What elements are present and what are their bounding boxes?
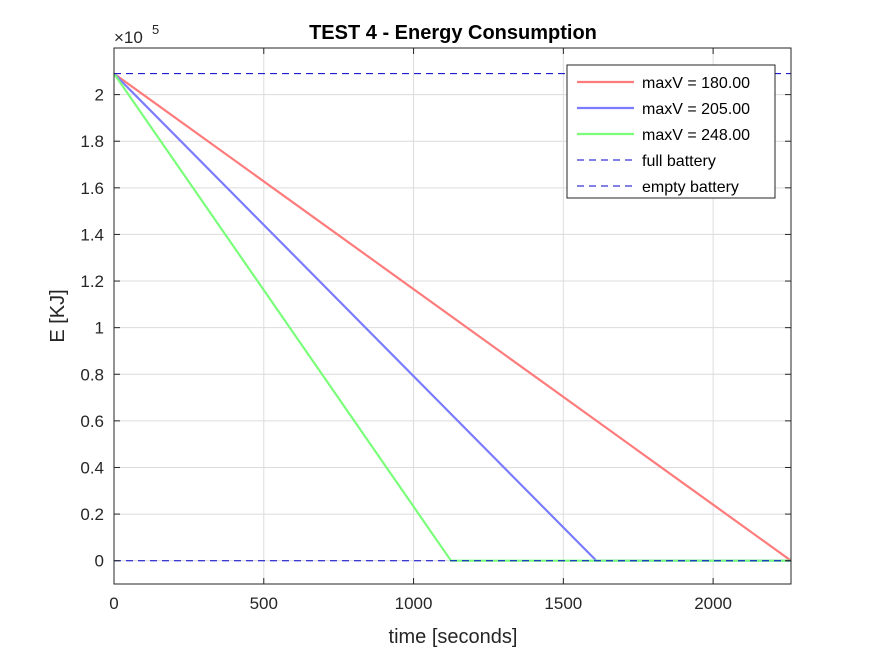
legend: maxV = 180.00 maxV = 205.00 maxV = 248.00 f… [566, 64, 776, 199]
series-lines [113, 72, 792, 562]
y-tick-label: 2 [95, 86, 104, 105]
y-tick-label: 1.2 [80, 272, 104, 291]
x-tick-label: 0 [109, 594, 118, 613]
y-exponent-base: ×10 [114, 28, 143, 47]
chart-title: TEST 4 - Energy Consumption [309, 22, 597, 44]
y-tick-label: 1.8 [80, 132, 104, 151]
y-exponent-label: ×10 5 [114, 22, 159, 47]
y-tick-label: 0 [95, 552, 104, 571]
x-tick-label: 500 [250, 594, 278, 613]
legend-label-4: empty battery [642, 179, 739, 196]
ticks [113, 48, 791, 584]
x-tick-label: 2000 [694, 594, 732, 613]
y-tick-labels: 0 0.2 0.4 0.6 0.8 1 1.2 1.4 1.6 1.8 2 [80, 86, 104, 571]
x-tick-labels: 0 500 1000 1500 2000 [109, 594, 732, 613]
legend-label-0: maxV = 180.00 [642, 75, 750, 92]
legend-label-2: maxV = 248.00 [642, 127, 750, 144]
y-exponent-power: 5 [152, 22, 159, 37]
x-axis-label: time [seconds] [389, 626, 518, 648]
legend-label-3: full battery [642, 153, 716, 170]
y-tick-label: 0.8 [80, 365, 104, 384]
y-tick-label: 0.4 [80, 458, 104, 477]
plot-frame [113, 47, 792, 585]
series-line-0 [113, 72, 792, 562]
y-tick-label: 0.2 [80, 505, 104, 524]
y-tick-label: 1.4 [80, 225, 104, 244]
y-axis-label: E [KJ] [47, 289, 69, 342]
y-tick-label: 1.6 [80, 179, 104, 198]
y-tick-label: 1 [95, 319, 104, 338]
x-tick-label: 1000 [395, 594, 433, 613]
x-tick-label: 1500 [544, 594, 582, 613]
legend-box [566, 64, 776, 199]
legend-label-1: maxV = 205.00 [642, 101, 750, 118]
y-tick-label: 0.6 [80, 412, 104, 431]
